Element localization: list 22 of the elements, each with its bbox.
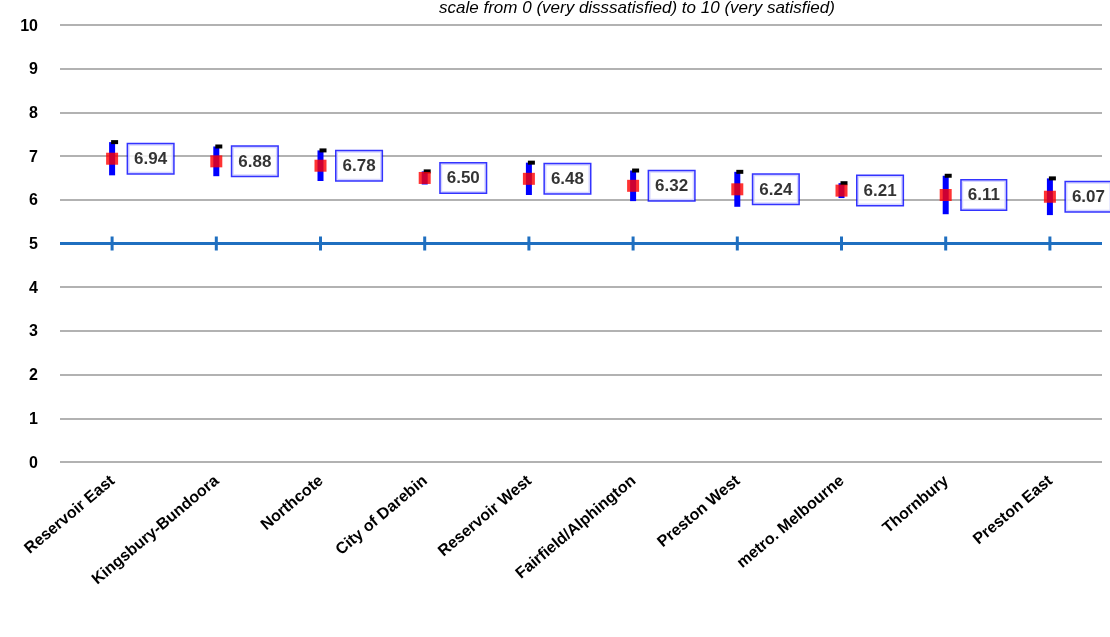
data-label: 6.11 — [967, 185, 1000, 205]
y-tick-label: 2 — [29, 366, 39, 384]
data-label: 6.48 — [550, 169, 584, 189]
data-label: 6.78 — [342, 156, 376, 176]
y-tick-label: 6 — [29, 191, 39, 209]
y-tick-label: 8 — [29, 103, 39, 121]
y-tick-label: 3 — [29, 322, 39, 340]
y-tick-label: 1 — [29, 409, 39, 427]
data-label: 6.32 — [655, 176, 689, 196]
data-label: 6.50 — [446, 168, 480, 188]
data-label: 6.21 — [863, 181, 897, 201]
y-tick-label: 7 — [29, 147, 39, 165]
y-tick-label: 9 — [29, 60, 39, 78]
data-label: 6.88 — [238, 151, 272, 171]
y-tick-label: 4 — [29, 278, 39, 296]
data-label: 6.07 — [1071, 187, 1105, 207]
chart-subtitle: scale from 0 (very disssatisfied) to 10 (very satisfied) — [439, 0, 835, 17]
data-label: 6.94 — [134, 149, 168, 169]
data-label: 6.24 — [759, 179, 793, 199]
y-tick-label: 10 — [20, 16, 39, 34]
y-tick-label: 5 — [29, 235, 39, 252]
y-tick-label: 0 — [29, 453, 39, 471]
